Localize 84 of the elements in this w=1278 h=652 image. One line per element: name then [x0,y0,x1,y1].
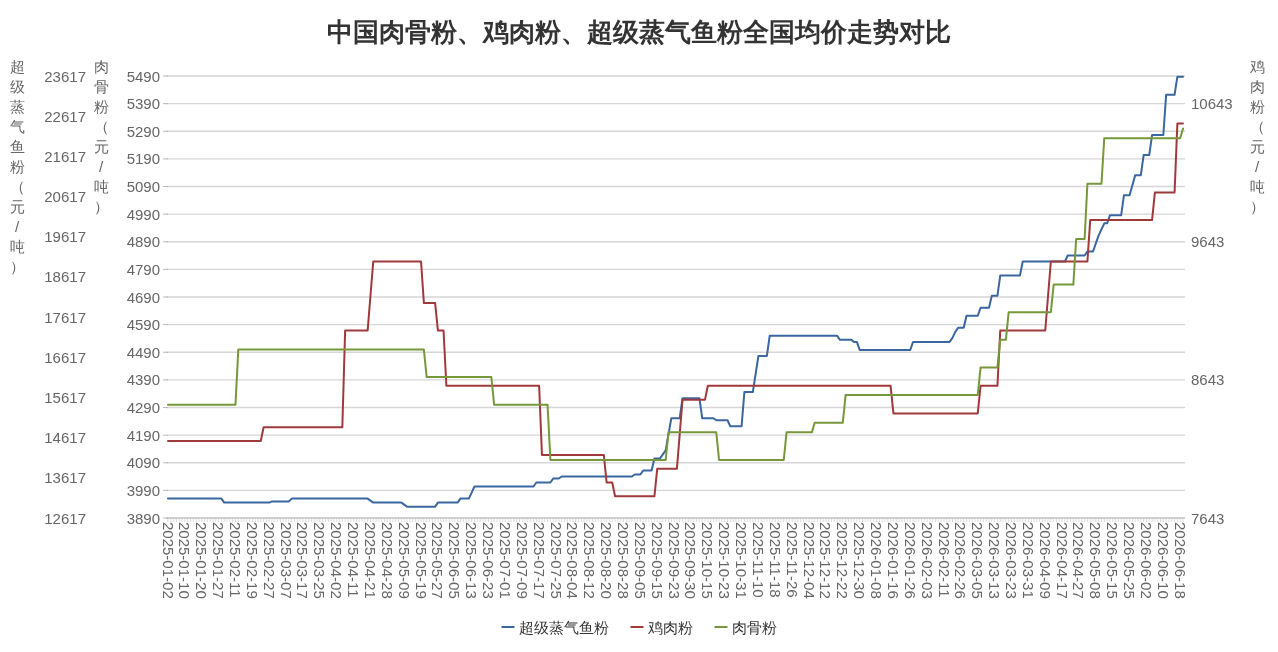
axis-y3: 12617 13617 14617 15617 16617 17617 18617 19617 20617 21617 22617 23617 超级蒸气鱼粉（元/吨） [9,57,86,527]
y-tick-label: 4790 [126,260,160,278]
x-tick-label: 2025-06-23 [480,522,498,599]
x-tick-label: 2025-01-27 [210,522,228,599]
x-tick-label: 2026-02-03 [918,522,936,599]
x-tick-label: 2025-04-21 [361,522,379,599]
y-tick-label: 3990 [126,481,160,499]
y-tick-label: 4190 [126,426,160,444]
x-tick-label: 2025-08-20 [598,522,616,599]
x-tick-label: 2026-06-10 [1154,522,1172,599]
x-tick-label: 2025-08-04 [564,522,582,599]
x-tick-label: 2026-05-08 [1087,522,1105,599]
x-tick-label: 2025-04-02 [328,522,346,599]
axis-y2: 7643 8643 9643 10643 鸡肉粉（元/吨） [1191,57,1265,527]
x-tick-label: 2025-10-15 [699,522,717,599]
x-tick-label: 2026-04-27 [1070,522,1088,599]
x-tick-label: 2025-12-04 [800,522,818,599]
x-tick-label: 2025-01-20 [193,522,211,599]
y-tick-label: 5490 [126,67,160,85]
x-tick-label: 2025-04-28 [378,522,396,599]
x-tick-label: 2025-09-30 [682,522,700,599]
x-tick-label: 2025-08-28 [614,522,632,599]
legend-label: 肉骨粉 [731,618,777,636]
x-tick-label: 2026-02-11 [935,522,953,598]
x-tick-label: 2026-04-09 [1036,522,1054,599]
x-tick-label: 2026-03-31 [1019,522,1037,599]
x-tick-label: 2025-01-10 [176,522,194,599]
legend-label: 超级蒸气鱼粉 [518,618,609,636]
x-tick-label: 2025-05-27 [429,522,447,599]
x-tick-label: 2025-12-22 [834,522,852,599]
x-tick-label: 2026-05-25 [1121,522,1139,599]
x-tick-label: 2025-12-12 [817,522,835,599]
x-tick-label: 2025-03-25 [311,522,329,599]
x-tick-label: 2026-02-26 [952,522,970,599]
x-tick-label: 2026-04-17 [1053,522,1071,599]
x-tick-label: 2025-06-05 [446,522,464,599]
x-tick-label: 2025-04-11 [345,522,363,598]
x-tick-label: 2025-06-13 [463,522,481,599]
x-tick-label: 2026-01-08 [868,522,886,599]
y-tick-label: 4290 [126,399,160,416]
y-tick-label: 5390 [126,95,160,113]
x-tick-label: 2026-01-26 [901,522,919,599]
x-tick-label: 2025-09-23 [665,522,683,599]
y-tick-label: 4890 [126,233,160,251]
x-tick-label: 2025-11-18 [766,522,784,598]
x-tick-label: 2025-10-23 [716,522,734,599]
x-tick-label: 2026-03-13 [986,522,1004,599]
x-tick-label: 2026-03-23 [1002,522,1020,599]
x-tick-label: 2026-03-05 [969,522,987,599]
x-tick-label: 2026-06-18 [1171,522,1189,599]
x-tick-label: 2025-07-25 [547,522,565,599]
x-tick-label: 2025-03-17 [294,522,312,599]
x-tick-label: 2025-05-19 [412,522,430,599]
x-tick-label: 2025-07-09 [513,522,531,599]
x-tick-label: 2025-02-19 [243,522,261,599]
y-tick-label: 4490 [126,343,160,361]
x-tick-label: 2025-09-05 [631,522,649,599]
y-tick-label: 5290 [126,122,160,140]
y-axis-title: 肉骨粉（元/吨） [93,57,109,215]
x-tick-label: 2025-09-15 [648,522,666,599]
y-tick-label: 4690 [126,288,160,306]
x-tick-label: 2025-10-31 [733,522,751,599]
x-tick-label: 2025-08-12 [581,522,599,599]
x-tick-label: 2025-03-07 [277,522,295,599]
y-tick-label: 3890 [126,509,160,527]
y-tick-label: 4990 [126,205,160,223]
x-tick-label: 2025-11-26 [783,522,801,598]
y-tick-label: 5090 [126,178,160,195]
y-tick-label: 4590 [126,316,160,334]
y-tick-label: 4390 [126,371,160,389]
x-tick-label: 2026-01-16 [884,522,902,599]
x-tick-label: 2025-12-30 [851,522,869,599]
x-tick-label: 2025-02-27 [260,522,278,599]
x-tick-label: 2025-05-09 [395,522,413,599]
x-tick-label: 2026-06-02 [1137,522,1155,599]
x-tick-label: 2025-02-11 [226,522,244,598]
x-tick-label: 2025-07-17 [530,522,548,599]
y-tick-label: 4090 [126,454,160,472]
chart-title: 中国肉骨粉、鸡肉粉、超级蒸气鱼粉全国均价走势对比 [327,17,951,47]
x-tick-label: 2025-07-01 [496,522,514,599]
y-tick-label: 5190 [126,150,160,168]
x-tick-label: 2025-11-10 [749,522,767,598]
legend-label: 鸡肉粉 [646,618,693,636]
x-tick-label: 2026-05-15 [1104,522,1122,599]
